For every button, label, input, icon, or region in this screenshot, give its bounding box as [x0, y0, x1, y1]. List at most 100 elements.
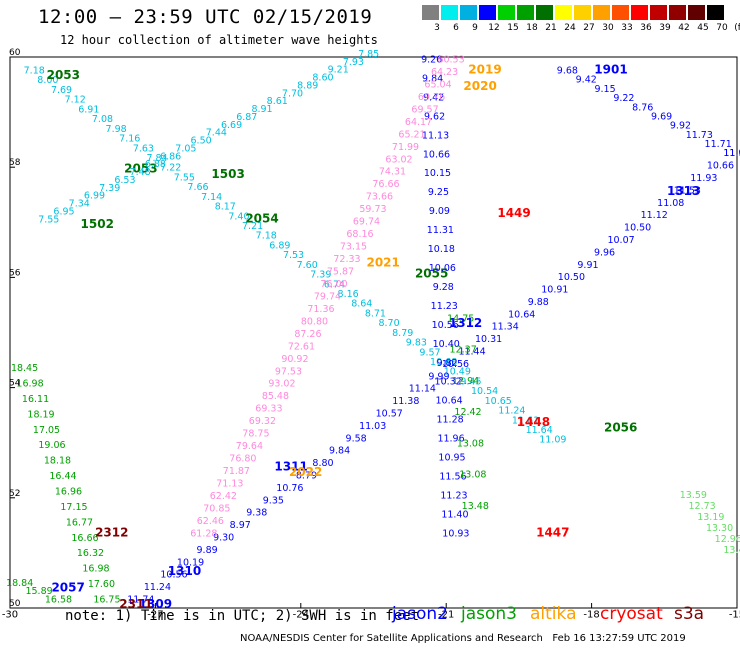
track-1447-1449-desc: 9.26 9.84 9.42 9.62 11.13 10.66 10.15 9.25 9.09 1… [421, 55, 569, 540]
wave-height-value: 10.19 [177, 557, 204, 568]
legend-jason3: jason3 [461, 604, 517, 624]
color-scale-label: (ft) [734, 23, 740, 33]
x-tick-label: -24 [293, 609, 309, 620]
color-scale-label: 27 [583, 23, 595, 33]
track-1901-desc: 9.689.429.159.228.769.699.9211.7311.7111… [557, 63, 740, 160]
wave-height-value: 9.91 [577, 260, 598, 271]
wave-height-value: 9.57 [419, 347, 440, 358]
footer-note: note: 1) Time is in UTC; 2) SWH is in fe… [65, 608, 420, 624]
pass-label: 2053 [124, 162, 157, 176]
wave-height-value: 7.53 [283, 250, 304, 261]
wave-height-value: 76.80 [229, 454, 256, 465]
wave-height-value: 16.58 [45, 594, 72, 605]
wave-height-value: 8.64 [351, 299, 372, 310]
wave-height-value: 11.64 [526, 425, 553, 436]
wave-height-value: 13.08 [457, 438, 484, 449]
y-tick-label: 50 [9, 599, 21, 609]
wave-height-value: 15.89 [25, 586, 52, 597]
wave-height-value: 11.08 [657, 198, 684, 209]
x-tick-label: -30 [2, 609, 18, 620]
wave-height-value: 11.34 [492, 322, 519, 333]
pass-label: 1312 [449, 316, 482, 330]
wave-height-value: 11.61 [512, 415, 539, 426]
wave-height-value: 9.21 [328, 65, 349, 76]
wave-height-value: 71.99 [392, 142, 419, 153]
wave-height-value: 9.99 [428, 371, 449, 382]
wave-height-value: 16.75 [93, 594, 120, 605]
pass-label: 1311 [274, 459, 307, 473]
wave-height-value: 75.87 [327, 267, 354, 278]
wave-height-value: 11.31 [427, 225, 454, 236]
y-tick-label: 54 [9, 379, 21, 389]
wave-height-value: 11.24 [498, 406, 525, 417]
wave-height-value: 12.37 [450, 345, 477, 356]
wave-height-value: 13.08 [459, 470, 486, 481]
wave-height-value: 10.54 [471, 386, 498, 397]
wave-height-value: 7.16 [119, 134, 140, 145]
wave-height-value: 10.64 [508, 309, 535, 320]
wave-height-value: 69.74 [353, 217, 380, 228]
wave-height-value: 9.42 [423, 92, 444, 103]
pass-label: 2020 [463, 79, 496, 93]
track-1503-asc: 7.556.957.346.997.396.537.486.886.867.05… [38, 49, 379, 231]
wave-height-value: 73.66 [366, 192, 393, 203]
wave-height-value: 10.56 [432, 320, 459, 331]
wave-height-value: 18.18 [44, 456, 71, 467]
wave-height-value: 6.95 [53, 206, 74, 217]
wave-height-value: 8.70 [378, 318, 399, 329]
wave-height-value: 8.80 [312, 458, 333, 469]
wave-height-value: 10.49 [444, 367, 471, 378]
color-scale-swatch [460, 5, 477, 20]
wave-height-value: 10.32 [435, 377, 462, 388]
wave-height-value: 7.69 [51, 85, 72, 96]
wave-height-value: 7.93 [343, 57, 364, 68]
pass-label: 1448 [517, 415, 550, 429]
wave-height-value: 11.53 [674, 185, 701, 196]
wave-height-value: 6.50 [191, 136, 212, 147]
wave-height-value: 11.73 [686, 130, 713, 141]
wave-height-value: 9.83 [406, 338, 427, 349]
wave-height-value: 8.89 [297, 80, 318, 91]
wave-height-value: 10.31 [475, 334, 502, 345]
wave-height-value: 6.88 [145, 159, 166, 170]
color-scale-swatch [650, 5, 667, 20]
legend-s3a: s3a [674, 604, 705, 624]
wave-height-value: 16.44 [49, 471, 76, 482]
wave-height-value: 69.76 [418, 92, 445, 103]
wave-height-value: 7.22 [160, 163, 181, 174]
wave-height-value: 7.08 [92, 114, 113, 125]
wave-height-value: 8.17 [215, 202, 236, 213]
pass-label: 1447 [536, 525, 569, 539]
wave-height-value: 9.69 [651, 111, 672, 122]
wave-height-value: 13.30 [706, 523, 733, 534]
wave-height-value: 19.06 [38, 440, 65, 451]
wave-height-value: 7.85 [358, 49, 379, 60]
wave-height-value: 9.25 [428, 187, 449, 198]
wave-height-value: 9.88 [528, 297, 549, 308]
color-scale-swatch [574, 5, 591, 20]
wave-height-value: 72.33 [333, 254, 360, 265]
wave-height-value: 13.19 [697, 512, 724, 523]
y-tick-label: 60 [9, 48, 21, 58]
wave-height-value: 6.89 [269, 240, 290, 251]
wave-height-value: 78.75 [242, 429, 269, 440]
wave-height-value: 9.35 [263, 495, 284, 506]
wave-height-value: 7.12 [65, 95, 86, 106]
wave-height-value: 8.71 [365, 308, 386, 319]
wave-height-value: 6.87 [236, 112, 257, 123]
wave-height-value: 63.02 [385, 154, 412, 165]
pass-label: 1313 [667, 184, 700, 198]
wave-height-value: 10.66 [423, 149, 450, 160]
wave-height-value: 11.98 [723, 148, 740, 159]
pass-label: 2054 [245, 211, 278, 225]
wave-height-value: 93.02 [268, 379, 295, 390]
color-scale-label: 30 [602, 23, 614, 33]
wave-height-value: 9.42 [576, 75, 597, 86]
wave-height-value: 10.68 [430, 357, 457, 368]
wave-height-value: 60.53 [437, 55, 464, 66]
wave-height-value: 13.59 [680, 490, 707, 501]
page-title: 12:00 – 23:59 UTC 02/15/2019 [38, 6, 373, 28]
color-scale-swatch [555, 5, 572, 20]
track-2053-desc: 7.188.007.697.126.917.087.987.167.637.84… [24, 66, 638, 446]
